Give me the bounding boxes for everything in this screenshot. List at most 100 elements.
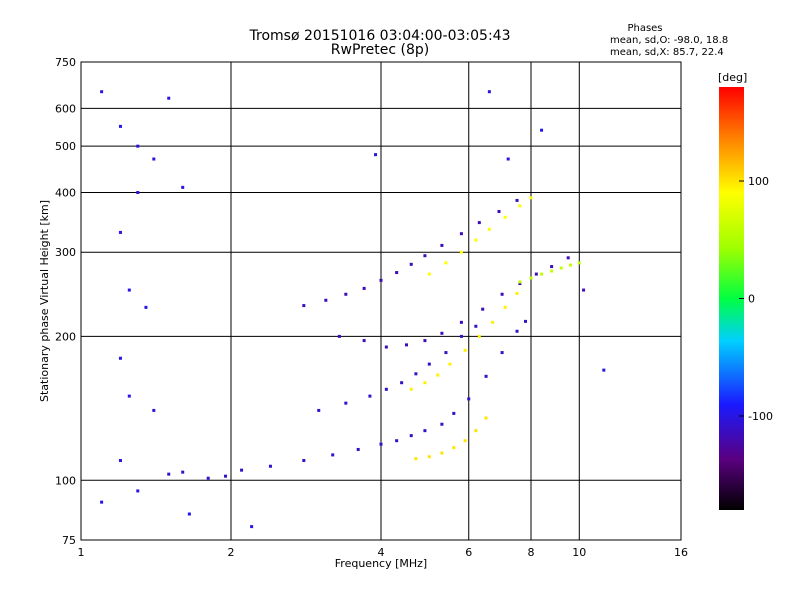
data-point xyxy=(459,250,463,254)
data-point xyxy=(515,291,519,295)
chart-title: Tromsø 20151016 03:04:00-03:05:43 xyxy=(249,28,511,44)
data-point xyxy=(136,144,140,148)
data-point xyxy=(384,387,388,391)
y-tick-label: 600 xyxy=(55,102,76,115)
data-point xyxy=(152,157,156,161)
data-point xyxy=(529,196,533,200)
data-point xyxy=(404,343,408,347)
data-point xyxy=(484,416,488,420)
data-point xyxy=(503,215,507,219)
data-point xyxy=(324,298,328,302)
data-point xyxy=(423,254,427,258)
data-point xyxy=(459,320,463,324)
data-point xyxy=(602,368,606,372)
y-tick-label: 75 xyxy=(62,534,76,547)
x-tick-label: 4 xyxy=(378,546,385,559)
data-point xyxy=(409,387,413,391)
data-point xyxy=(582,288,586,292)
data-point xyxy=(362,286,366,290)
data-point xyxy=(559,266,563,270)
data-point xyxy=(529,276,533,280)
data-point xyxy=(540,272,544,276)
data-point xyxy=(550,265,554,269)
data-point xyxy=(344,292,348,296)
data-point xyxy=(477,221,481,225)
colorbar-label: [deg] xyxy=(718,71,747,84)
data-point xyxy=(474,429,478,433)
phase-stats-x: mean, sd,X: 85.7, 22.4 xyxy=(610,47,724,58)
data-point xyxy=(500,351,504,355)
data-point xyxy=(136,489,140,493)
phase-stats-heading: Phases xyxy=(627,23,662,34)
data-point xyxy=(540,128,544,132)
data-point xyxy=(118,230,122,234)
x-tick-label: 2 xyxy=(228,546,235,559)
data-point xyxy=(427,455,431,459)
data-point xyxy=(436,373,440,377)
data-point xyxy=(118,356,122,360)
data-point xyxy=(474,238,478,242)
data-point xyxy=(302,458,306,462)
data-point xyxy=(414,457,418,461)
data-point xyxy=(337,334,341,338)
data-point xyxy=(317,408,321,412)
data-point xyxy=(427,272,431,276)
data-point xyxy=(452,411,456,415)
data-point xyxy=(440,243,444,247)
data-point xyxy=(524,319,528,323)
data-point xyxy=(302,304,306,308)
data-point xyxy=(118,124,122,128)
data-point xyxy=(181,470,185,474)
data-point xyxy=(400,381,404,385)
x-tick-label: 8 xyxy=(528,546,535,559)
data-point xyxy=(395,439,399,443)
data-point xyxy=(152,408,156,412)
x-tick-label: 6 xyxy=(465,546,472,559)
data-point xyxy=(491,320,495,324)
data-point xyxy=(423,381,427,385)
grid xyxy=(81,62,681,540)
data-point xyxy=(331,453,335,457)
x-axis-label: Frequency [MHz] xyxy=(335,557,427,570)
data-point xyxy=(452,446,456,450)
data-points xyxy=(100,90,606,529)
data-point xyxy=(136,190,140,194)
data-point xyxy=(444,261,448,265)
data-point xyxy=(550,269,554,273)
y-axis-ticks: 75 100 200 300 400 500 600 750 xyxy=(55,56,76,547)
data-point xyxy=(467,397,471,401)
data-point xyxy=(463,439,467,443)
data-point xyxy=(268,464,272,468)
data-point xyxy=(414,372,418,376)
colorbar-tick-label: -100 xyxy=(748,410,773,423)
data-point xyxy=(566,256,570,260)
data-point xyxy=(374,153,378,157)
data-point xyxy=(515,329,519,333)
data-point xyxy=(379,278,383,282)
x-tick-label: 16 xyxy=(674,546,688,559)
data-point xyxy=(167,472,171,476)
data-point xyxy=(503,305,507,309)
data-point xyxy=(500,292,504,296)
data-point xyxy=(100,90,104,94)
data-point xyxy=(474,324,478,328)
y-tick-label: 200 xyxy=(55,330,76,343)
y-tick-label: 750 xyxy=(55,56,76,69)
data-point xyxy=(487,90,491,94)
phase-stats-o: mean, sd,O: -98.0, 18.8 xyxy=(610,35,728,46)
data-point xyxy=(379,442,383,446)
colorbar-tick-label: 0 xyxy=(748,293,755,306)
data-point xyxy=(515,198,519,202)
data-point xyxy=(384,345,388,349)
plot-frame xyxy=(80,61,682,541)
data-point xyxy=(518,204,522,208)
y-tick-label: 500 xyxy=(55,140,76,153)
data-point xyxy=(484,374,488,378)
data-point xyxy=(459,232,463,236)
data-point xyxy=(487,227,491,231)
data-point xyxy=(518,282,522,286)
data-point xyxy=(440,331,444,335)
y-tick-label: 400 xyxy=(55,186,76,199)
colorbar-ticks: 100 0 -100 xyxy=(739,175,773,423)
